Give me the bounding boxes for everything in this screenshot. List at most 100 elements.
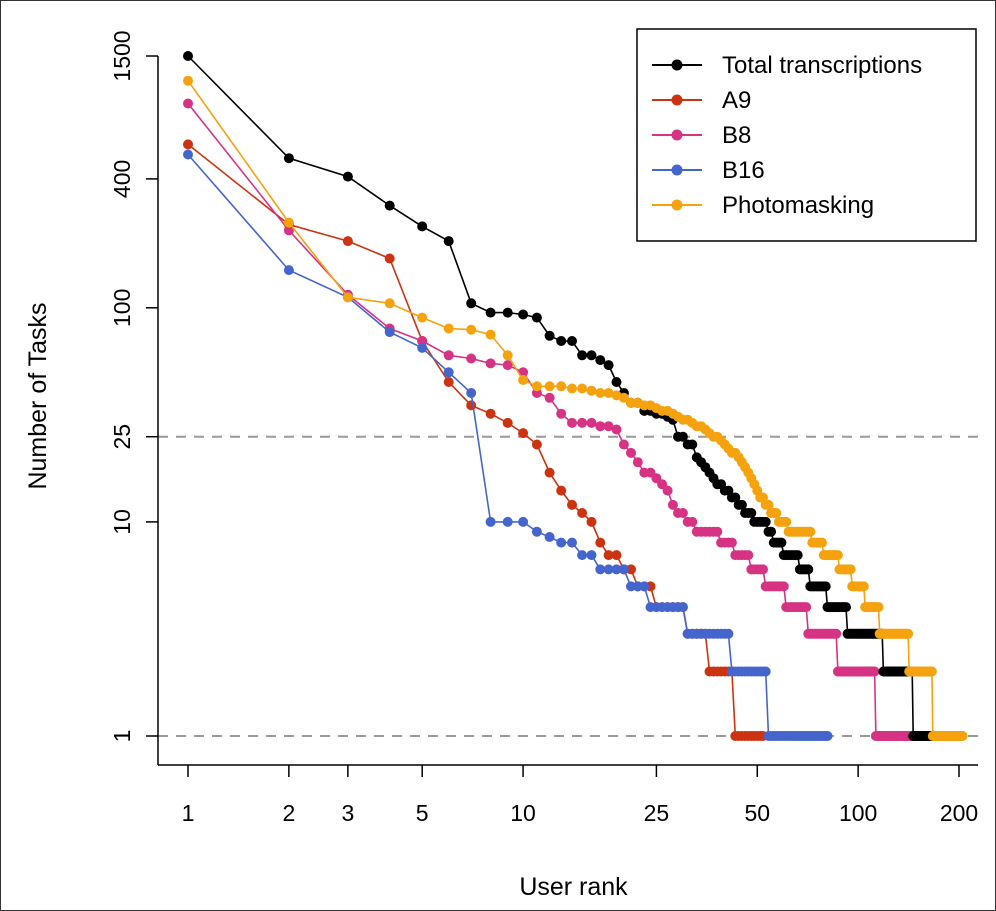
series-a9-point	[595, 537, 606, 548]
series-a9-point	[183, 139, 193, 150]
series-photomasking-point	[417, 312, 428, 323]
series-b8-point	[801, 602, 812, 613]
series-b16-point	[677, 602, 688, 613]
legend-label: B8	[722, 122, 751, 149]
series-photomasking-point	[502, 350, 513, 361]
series-b8-point	[183, 98, 193, 109]
series-total-transcriptions-point	[611, 377, 622, 387]
series-total-transcriptions-point	[283, 153, 294, 164]
series-total-transcriptions-point	[556, 336, 567, 346]
series-photomasking-point	[763, 499, 774, 510]
series-total-transcriptions-point	[820, 581, 831, 592]
series-total-transcriptions-point	[746, 508, 757, 518]
legend-swatch-point	[671, 94, 683, 106]
series-photomasking-point	[603, 388, 614, 398]
series-photomasking-point	[518, 375, 529, 385]
x-tick-label: 10	[510, 800, 536, 826]
series-a9-point	[586, 516, 597, 527]
series-a9-point	[466, 400, 477, 411]
legend-label: A9	[722, 87, 751, 114]
series-total-transcriptions-point	[603, 360, 614, 371]
series-total-transcriptions-point	[803, 564, 814, 575]
series-b16-point	[556, 537, 567, 548]
series-photomasking-point	[183, 75, 193, 86]
series-photomasking-point	[342, 292, 353, 303]
series-total-transcriptions-point	[687, 439, 698, 450]
series-b8-point	[417, 336, 428, 346]
x-axis-title: User rank	[519, 873, 628, 901]
series-total-transcriptions-point	[531, 312, 542, 323]
series-b16-point	[603, 564, 614, 575]
series-b8-point	[611, 424, 622, 435]
series-photomasking-point	[858, 581, 869, 592]
series-b8-point	[869, 666, 880, 677]
series-total-transcriptions-point	[595, 355, 606, 366]
series-photomasking-point	[466, 324, 477, 335]
y-tick-label: 400	[109, 160, 135, 198]
series-b16-point	[283, 265, 294, 276]
series-b8-point	[556, 408, 567, 419]
x-tick-label: 1	[182, 800, 195, 826]
series-a9-point	[603, 550, 614, 561]
series-a9-point	[342, 236, 353, 247]
series-b16-point	[618, 564, 629, 575]
series-total-transcriptions-point	[792, 550, 803, 561]
legend: Total transcriptions A9 B8 B16 Photomasking	[636, 28, 977, 242]
series-photomasking-point	[567, 383, 577, 394]
series-total-transcriptions-point	[567, 336, 577, 346]
series-b16-point	[466, 388, 477, 398]
series-a9-point	[556, 485, 567, 496]
series-total-transcriptions-point	[485, 307, 496, 318]
series-b8-point	[586, 417, 597, 428]
series-total-transcriptions-point	[384, 200, 395, 211]
series-photomasking-point	[903, 628, 914, 639]
series-total-transcriptions-point	[502, 307, 513, 318]
series-b8-point	[726, 537, 737, 548]
series-b16-point	[723, 628, 734, 639]
series-total-transcriptions-point	[466, 298, 477, 309]
series-a9-point	[485, 408, 496, 419]
series-a9-point	[502, 417, 513, 428]
y-tick-label: 100	[109, 289, 135, 327]
series-b8-point	[632, 457, 643, 468]
legend-label: Total transcriptions	[722, 52, 922, 79]
y-tick-label: 10	[109, 509, 135, 535]
series-total-transcriptions-point	[544, 330, 555, 341]
series-b16-point	[417, 342, 428, 353]
legend-swatch-point	[671, 164, 683, 176]
series-b16-point	[760, 666, 771, 677]
series-photomasking-point	[781, 516, 792, 527]
series-total-transcriptions-point	[841, 602, 851, 613]
legend-swatch-point	[671, 59, 683, 71]
series-photomasking-point	[485, 329, 496, 340]
legend-swatch-point	[671, 199, 683, 211]
series-b8-point	[466, 353, 477, 364]
series-b8-point	[603, 421, 614, 432]
legend-swatch-point	[671, 129, 683, 141]
series-photomasking-point	[805, 526, 816, 537]
legend-label: Photomasking	[722, 192, 874, 219]
y-tick-label: 1500	[109, 30, 135, 81]
series-b8-point	[485, 358, 496, 369]
axes-layer: User rank Number of Tasks 1 2 3 5 10 25 50 100 2…	[24, 30, 978, 901]
series-b16-point	[443, 367, 454, 378]
y-tick-label: 1	[109, 730, 135, 743]
series-total-transcriptions-point	[736, 499, 747, 510]
series-b8-point	[712, 526, 723, 537]
series-a9-point	[611, 550, 622, 561]
series-b8-point	[283, 225, 294, 236]
series-photomasking-point	[586, 385, 597, 396]
series-total-transcriptions-point	[342, 171, 353, 182]
series-total-transcriptions-point	[776, 537, 787, 548]
series-b16-point	[384, 327, 395, 338]
series-b16-point	[595, 564, 606, 575]
series-b16-point	[518, 516, 529, 527]
series-photomasking-point	[926, 666, 937, 677]
series-b16-point	[531, 526, 542, 537]
series-total-transcriptions-point	[577, 350, 588, 361]
series-photomasking-point	[443, 323, 454, 334]
series-a9-point	[544, 467, 555, 478]
series-b8-point	[677, 508, 688, 518]
series-layer	[183, 51, 968, 741]
series-b8-point	[443, 350, 454, 361]
